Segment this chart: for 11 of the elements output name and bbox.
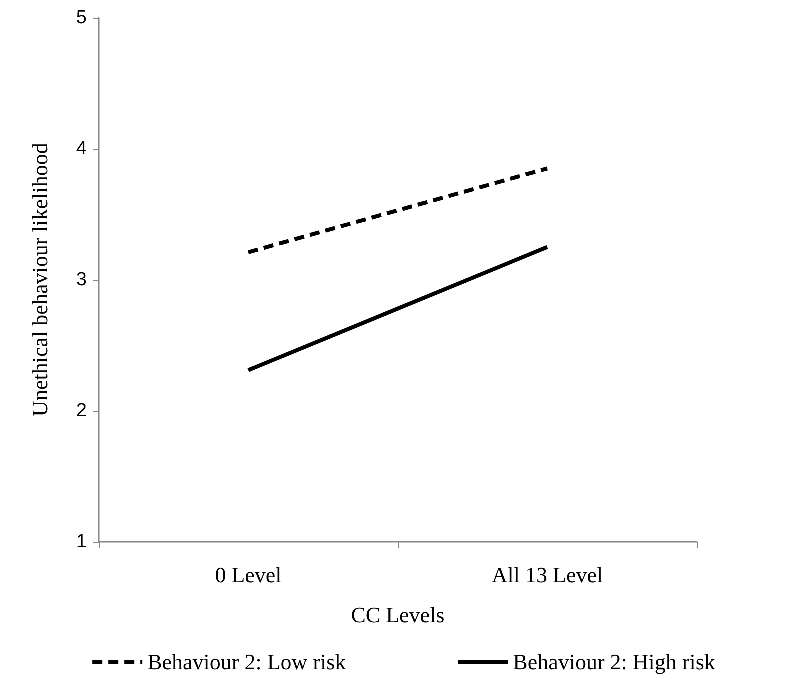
y-tick-label: 4 [76,138,88,160]
y-tick-label: 5 [76,8,87,28]
x-tick-label: 0 Level [215,562,282,588]
y-tick-label: 1 [76,532,87,552]
legend-label: Behaviour 2: High risk [513,650,716,674]
y-tick-label: 2 [76,400,87,422]
y-tick-label: 3 [76,270,87,290]
x-axis-title: CC Levels [351,602,445,628]
legend-label: Behaviour 2: Low risk [148,650,346,674]
y-axis-title: Unethical behaviour likelihood [28,143,52,417]
x-tick-label: All 13 Level [492,562,604,588]
